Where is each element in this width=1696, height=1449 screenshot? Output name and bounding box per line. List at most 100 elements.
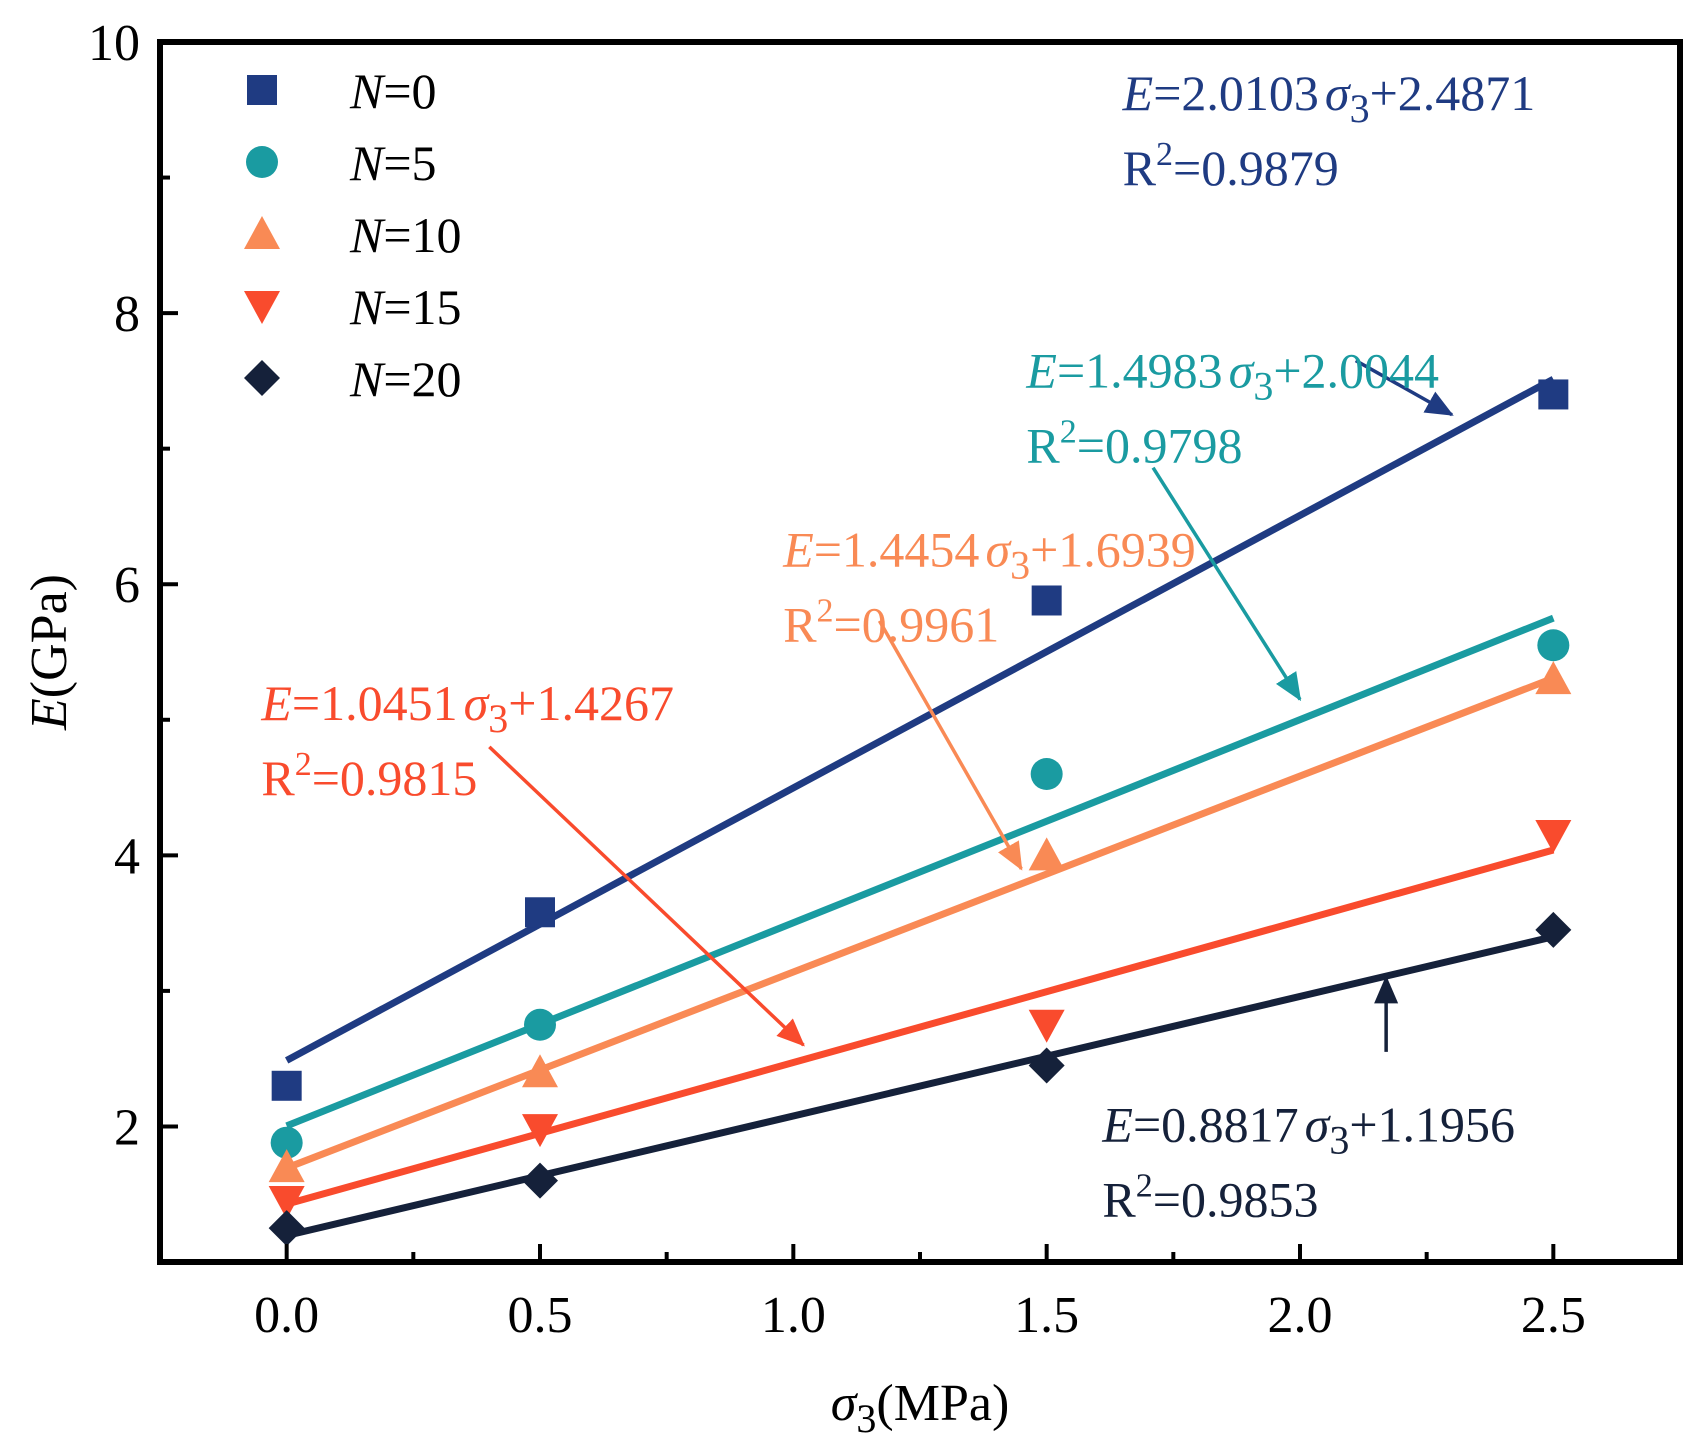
x-axis-unit: (MPa) xyxy=(876,1375,1009,1432)
fit-line xyxy=(285,614,1555,1130)
legend-marker xyxy=(246,146,278,178)
legend-variable: N xyxy=(349,207,386,263)
annotation-arrow xyxy=(877,619,1023,871)
annotation-arrows xyxy=(488,359,1454,1052)
x-axis-symbol: σ xyxy=(831,1375,859,1432)
annotation-arrow xyxy=(1151,466,1302,702)
legend-variable: N xyxy=(349,351,386,407)
data-point xyxy=(268,1210,305,1247)
r-squared-r: R xyxy=(1026,418,1060,474)
x-tick-label: 0.0 xyxy=(254,1287,319,1344)
legend-value: =5 xyxy=(383,135,436,191)
x-axis-subscript: 3 xyxy=(856,1396,876,1441)
y-tick-label: 10 xyxy=(88,15,140,72)
equation-subscript: 3 xyxy=(1350,86,1370,131)
equation-subscript: 3 xyxy=(1253,364,1273,409)
legend-marker xyxy=(244,291,280,324)
legend-label: N=0 xyxy=(349,63,437,119)
equation-intercept: +2.4871 xyxy=(1370,65,1536,121)
x-tick-label: 2.0 xyxy=(1268,1287,1333,1344)
equation-variable: E xyxy=(260,675,292,731)
fit-lines xyxy=(285,376,1555,1239)
equation-intercept: +1.4267 xyxy=(508,675,674,731)
equation-sigma: σ xyxy=(1305,1096,1332,1152)
legend-marker xyxy=(244,216,280,249)
equation-variable: E xyxy=(782,522,814,578)
r-squared-value: =0.9815 xyxy=(312,750,478,806)
r-squared-r: R xyxy=(1102,1171,1136,1227)
fit-line xyxy=(285,846,1555,1208)
data-markers xyxy=(268,379,1572,1247)
r-squared: R2=0.9853 xyxy=(1102,1167,1318,1227)
equation-intercept: +1.1956 xyxy=(1349,1096,1515,1152)
fit-line xyxy=(285,674,1555,1172)
data-point xyxy=(268,1186,305,1219)
data-point xyxy=(1031,585,1062,616)
legend-variable: N xyxy=(349,63,386,119)
x-tick-label: 1.0 xyxy=(761,1287,826,1344)
data-point xyxy=(270,1126,303,1159)
data-point xyxy=(525,897,555,928)
equation-intercept: +2.0044 xyxy=(1273,343,1439,399)
data-point xyxy=(1537,629,1570,662)
y-axis-title: E(GPa) xyxy=(21,574,78,731)
r-squared-r: R xyxy=(1123,140,1157,196)
fit-line xyxy=(285,376,1555,1064)
legend-value: =15 xyxy=(383,279,461,335)
legend-label: N=10 xyxy=(349,207,462,263)
fit-equation: E=1.4983 σ3+2.0044 xyxy=(1025,343,1439,409)
data-point xyxy=(1028,1047,1065,1084)
r-squared: R2=0.9798 xyxy=(1026,414,1242,474)
y-axis-unit: (GPa) xyxy=(21,574,78,698)
fit-equation: E=0.8817 σ3+1.1956 xyxy=(1101,1096,1515,1162)
equation-intercept: +1.6939 xyxy=(1030,522,1196,578)
data-point xyxy=(1535,820,1572,853)
r-squared-value: =0.9879 xyxy=(1173,140,1339,196)
equation-subscript: 3 xyxy=(488,696,508,741)
r-squared-superscript: 2 xyxy=(817,593,834,630)
fit-line xyxy=(285,933,1555,1239)
equation-sigma: σ xyxy=(464,675,491,731)
data-point xyxy=(522,1054,558,1088)
legend-marker xyxy=(247,75,277,105)
legend-label: N=20 xyxy=(349,351,462,407)
legend-marker xyxy=(244,360,280,396)
data-point xyxy=(1030,758,1063,790)
equation-variable: E xyxy=(1025,343,1057,399)
data-point xyxy=(268,1149,305,1183)
data-point xyxy=(1028,1009,1065,1043)
r-squared: R2=0.9879 xyxy=(1123,136,1339,196)
legend: N=0N=5N=10N=15N=20 xyxy=(244,63,462,407)
x-tick-label: 0.5 xyxy=(508,1287,573,1344)
legend-variable: N xyxy=(349,135,386,191)
equation-coefficient: =2.0103 xyxy=(1153,65,1319,121)
y-tick-label: 6 xyxy=(114,557,140,614)
r-squared-superscript: 2 xyxy=(1136,1167,1153,1204)
r-squared-superscript: 2 xyxy=(295,746,312,783)
annotation-arrow xyxy=(488,745,805,1047)
equation-sigma: σ xyxy=(985,522,1012,578)
fit-equation: E=2.0103 σ3+2.4871 xyxy=(1122,65,1536,131)
r-squared-superscript: 2 xyxy=(1156,136,1173,173)
equation-coefficient: =1.4454 xyxy=(814,522,980,578)
legend-label: N=5 xyxy=(349,135,437,191)
legend-value: =10 xyxy=(383,207,461,263)
axis-ticks: 0.0 0.5 1.0 1.5 2.0 2.5 2 4 6 8 10 xyxy=(88,15,1586,1344)
equation-sigma: σ xyxy=(1325,65,1352,121)
equation-sigma: σ xyxy=(1229,343,1256,399)
data-point xyxy=(1535,661,1572,695)
y-tick-label: 4 xyxy=(114,828,140,885)
r-squared-r: R xyxy=(783,597,817,653)
y-tick-label: 2 xyxy=(114,1099,140,1156)
legend-value: =0 xyxy=(383,63,436,119)
r-squared-superscript: 2 xyxy=(1060,414,1077,451)
legend-variable: N xyxy=(349,279,386,335)
data-point xyxy=(1535,911,1572,948)
equation-variable: E xyxy=(1122,65,1154,121)
y-axis-symbol: E xyxy=(21,698,78,731)
equation-coefficient: =1.0451 xyxy=(292,675,458,731)
x-tick-label: 2.5 xyxy=(1521,1287,1586,1344)
y-tick-label: 8 xyxy=(114,286,140,343)
r-squared-value: =0.9798 xyxy=(1077,418,1243,474)
